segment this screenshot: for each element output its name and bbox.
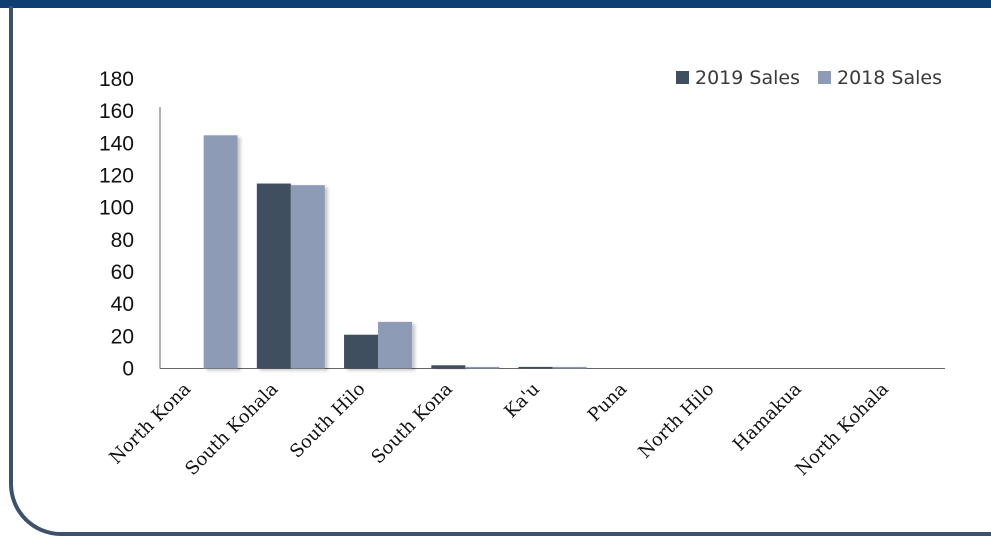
x-category-label: North Hilo (634, 379, 718, 463)
y-axis: 0 20 40 60 80 100 120 140 160 180 (99, 68, 161, 381)
bar-series1 (256, 183, 291, 369)
legend: 2019 Sales 2018 Sales (676, 67, 942, 89)
bar-series2 (465, 366, 500, 369)
bar-series2 (552, 366, 587, 369)
y-tick-label: 20 (111, 325, 134, 348)
x-category-label: Ka'u (500, 379, 544, 423)
bar-series1 (518, 366, 553, 369)
bar-series2 (290, 185, 325, 369)
x-category-label: Puna (584, 378, 632, 426)
legend-label: 2018 Sales (837, 67, 942, 89)
y-tick-label: 0 (122, 358, 134, 381)
y-tick-label: 180 (99, 68, 134, 91)
x-category-label: North Kohala (792, 379, 894, 481)
x-category-label: North Kona (105, 379, 195, 469)
y-tick-label: 80 (111, 229, 134, 252)
x-category-label: South Kona (367, 378, 457, 468)
legend-label: 2019 Sales (695, 67, 800, 89)
x-category-label: South Kohala (181, 378, 282, 479)
y-tick-label: 60 (111, 261, 134, 284)
y-tick-label: 40 (111, 293, 134, 316)
x-category-label: Hamakua (729, 379, 806, 456)
y-tick-label: 140 (99, 132, 134, 155)
bar-series1 (431, 365, 466, 369)
y-tick-label: 100 (99, 197, 134, 220)
legend-swatch (676, 71, 689, 84)
bars (203, 135, 587, 369)
legend-swatch (818, 71, 831, 84)
y-tick-label: 120 (99, 165, 134, 188)
header-bar (0, 0, 991, 8)
x-category-label: South Hilo (286, 379, 370, 463)
bar-series1 (344, 334, 379, 369)
bar-series2 (378, 321, 413, 369)
bar-series2 (203, 135, 238, 369)
y-tick-label: 160 (99, 100, 134, 123)
